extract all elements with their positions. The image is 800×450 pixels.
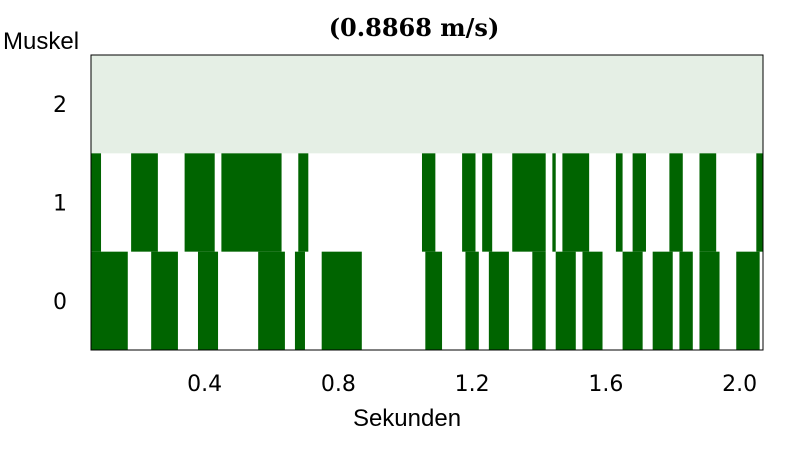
activity-bar-row-1 [221, 153, 282, 252]
activity-bar-row-1 [298, 153, 309, 252]
plot-frame [90, 54, 764, 351]
plot-area: 0 1 2 0.4 0.8 1.2 1.6 2.0 [53, 54, 764, 397]
activity-bar-row-1 [512, 153, 546, 252]
activity-bar-row-1 [421, 153, 436, 252]
activity-bar-row-1 [91, 153, 102, 252]
activity-bar-row-0 [532, 251, 546, 350]
chart-title: (0.8868 m/s) [329, 13, 500, 42]
activity-bar-row-0 [321, 251, 362, 350]
activity-bar-row-1 [615, 153, 623, 252]
activity-bar-row-0 [736, 251, 760, 350]
activity-bar-row-1 [462, 153, 476, 252]
y-tick-label: 1 [53, 192, 67, 217]
x-tick-label: 0.8 [321, 372, 356, 397]
activity-bar-row-0 [699, 251, 720, 350]
row-2-band [91, 55, 763, 154]
y-tick-label: 0 [53, 290, 67, 315]
activity-bar-row-0 [91, 251, 128, 350]
activity-bar-row-0 [197, 251, 219, 350]
x-tick-label: 1.2 [455, 372, 490, 397]
activity-bar-row-0 [652, 251, 673, 350]
x-tick-label: 1.6 [588, 372, 623, 397]
activity-bar-row-0 [151, 251, 178, 350]
activity-bar-row-0 [425, 251, 443, 350]
activity-bar-row-1 [669, 153, 683, 252]
activity-bar-row-0 [622, 251, 643, 350]
activity-bar-row-1 [482, 153, 493, 252]
activity-bar-row-0 [555, 251, 576, 350]
activity-bar-row-1 [632, 153, 646, 252]
x-axis-label: Sekunden [353, 405, 461, 432]
activity-bar-row-0 [258, 251, 285, 350]
activity-bar-row-1 [184, 153, 215, 252]
x-tick-label: 2.0 [722, 372, 757, 397]
activity-bar-row-1 [699, 153, 717, 252]
activity-bar-row-0 [679, 251, 693, 350]
x-tick-label: 0.4 [187, 372, 222, 397]
activity-bar-row-0 [582, 251, 603, 350]
activity-bar-row-0 [294, 251, 305, 350]
activity-bar-row-1 [756, 153, 763, 252]
activity-bar-row-1 [131, 153, 158, 252]
activity-bar-row-0 [488, 251, 509, 350]
activity-bar-row-1 [552, 153, 556, 252]
y-axis-label: Muskel [3, 28, 79, 55]
y-tick-label: 2 [53, 93, 67, 118]
activity-bar-row-0 [465, 251, 479, 350]
activity-bar-row-1 [562, 153, 590, 252]
